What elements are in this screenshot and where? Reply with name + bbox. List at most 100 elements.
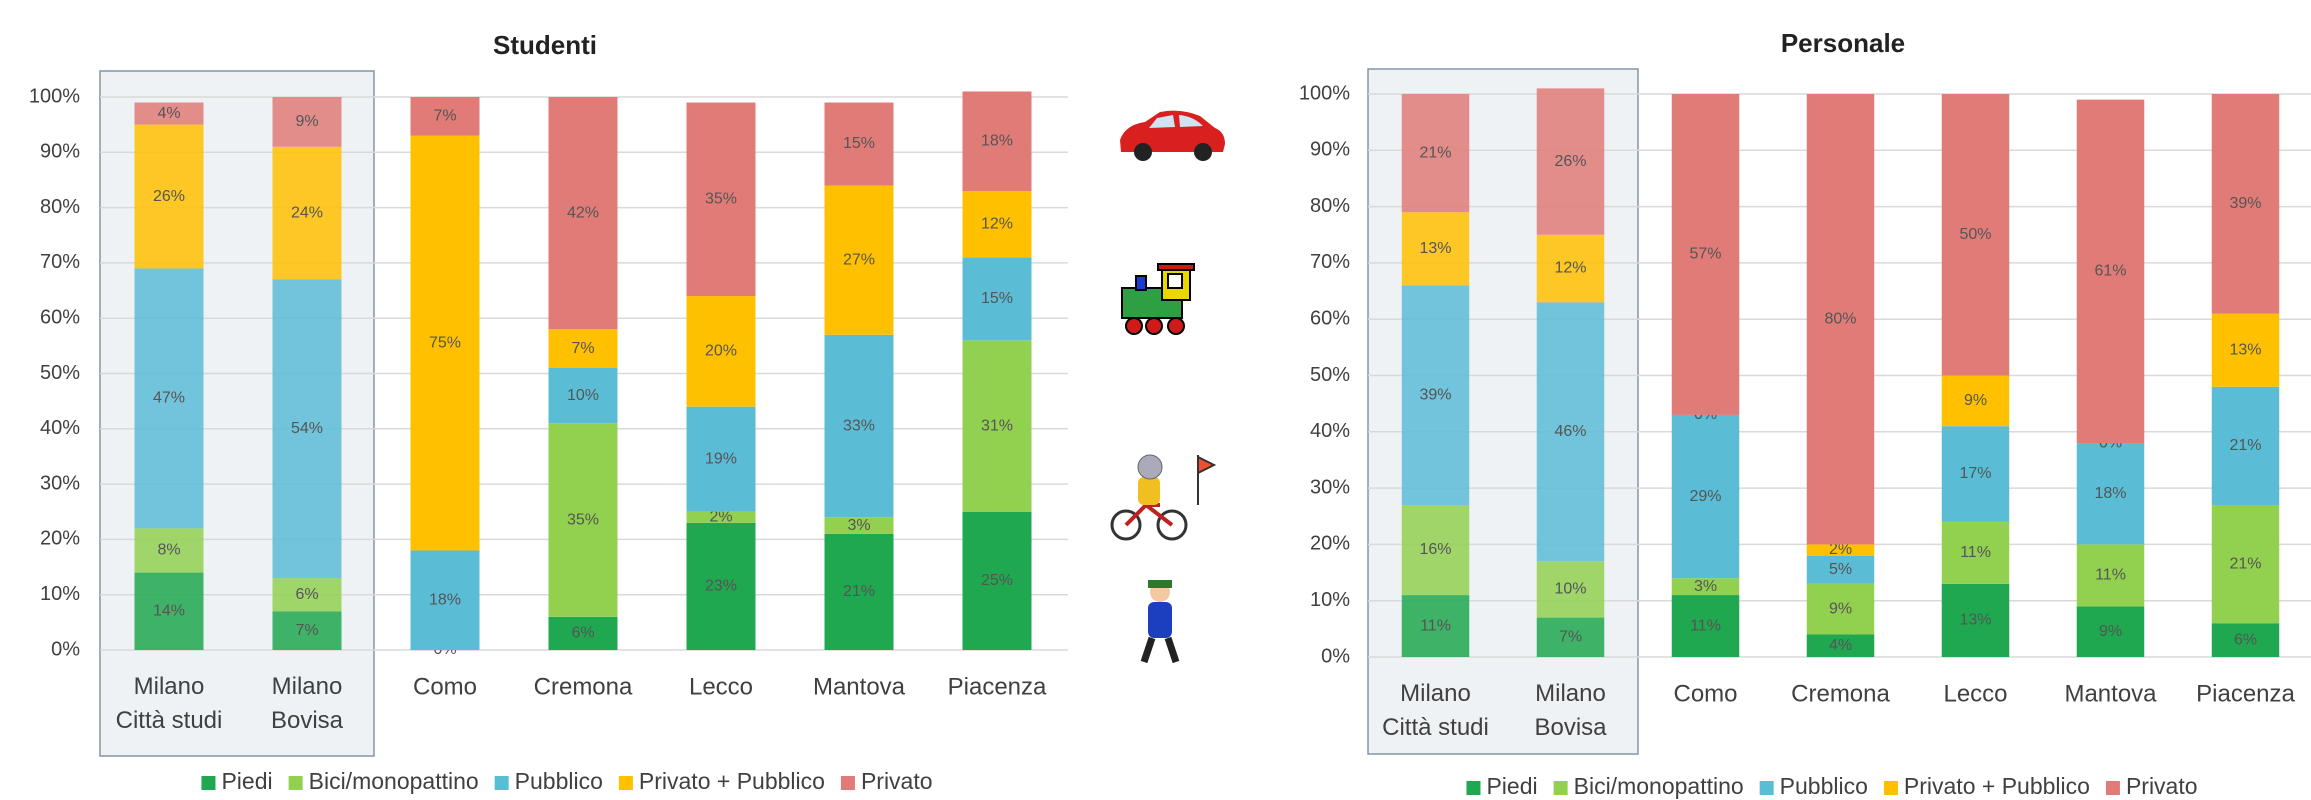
legend-swatch xyxy=(288,776,303,790)
bar-segment xyxy=(1941,375,2010,427)
y-tick-label: 30% xyxy=(40,472,80,494)
bar-segment xyxy=(1536,88,1605,235)
y-tick-label: 0% xyxy=(1321,645,1350,667)
x-tick-label: Lecco xyxy=(689,673,753,700)
data-label: 21% xyxy=(1419,144,1451,161)
bar-segment xyxy=(134,572,204,650)
y-tick-label: 60% xyxy=(40,306,80,328)
legend-swatch xyxy=(618,776,633,790)
y-tick-label: 50% xyxy=(1310,364,1350,386)
y-tick-label: 40% xyxy=(40,417,80,439)
bar-segment xyxy=(410,550,480,650)
bar-segment xyxy=(962,340,1032,512)
walker-icon xyxy=(1140,580,1180,664)
bar-segment xyxy=(272,146,342,280)
data-label: 33% xyxy=(843,417,875,434)
bar-segment xyxy=(1671,578,1740,596)
bar-segment xyxy=(1401,504,1470,596)
legend-swatch xyxy=(2105,781,2120,795)
data-label: 11% xyxy=(1960,544,1991,561)
bike-icon xyxy=(1110,454,1217,541)
data-label: 3% xyxy=(1694,578,1717,595)
chart-title: Studenti xyxy=(493,30,597,60)
bar-segment xyxy=(2076,443,2145,545)
bar-segment xyxy=(134,528,204,573)
bar-segment xyxy=(272,97,342,147)
bar-segment xyxy=(2211,504,2280,624)
y-tick-label: 60% xyxy=(1310,307,1350,329)
x-tick-label: Milano Bovisa xyxy=(271,673,344,734)
data-label: 11% xyxy=(2095,567,2126,584)
bar-segment xyxy=(962,511,1032,650)
data-label: 4% xyxy=(1829,637,1852,654)
legend-label: Privato xyxy=(861,768,933,794)
data-label: 8% xyxy=(157,542,180,559)
y-tick-label: 70% xyxy=(40,251,80,273)
y-tick-label: 100% xyxy=(1299,82,1350,104)
icons xyxy=(1110,110,1225,664)
data-label: 47% xyxy=(153,390,185,407)
x-tick-label: Cremona xyxy=(1791,680,1890,707)
y-tick-label: 0% xyxy=(51,638,80,660)
y-tick-label: 100% xyxy=(29,85,80,107)
data-label: 35% xyxy=(567,511,599,528)
bar-segment xyxy=(686,522,756,650)
bar-segment xyxy=(1806,544,1875,556)
bar-segment xyxy=(548,329,618,368)
legend: Piedi Bici/monopattino Pubblico Privato + P… xyxy=(1466,773,2198,799)
data-label: 18% xyxy=(429,591,461,608)
data-label: 35% xyxy=(705,191,737,208)
bar-segment xyxy=(824,102,894,186)
y-tick-label: 40% xyxy=(1310,420,1350,442)
bar-segment xyxy=(686,511,756,523)
data-label: 7% xyxy=(1559,629,1582,646)
bar-segment xyxy=(824,517,894,534)
x-tick-label: Como xyxy=(413,673,477,700)
legend: Piedi Bici/monopattino Pubblico Privato + P… xyxy=(201,768,933,794)
legend-label: Bici/monopattino xyxy=(309,768,479,794)
bar-segment xyxy=(2076,544,2145,607)
data-label: 2% xyxy=(709,508,732,525)
bar-segment xyxy=(134,268,204,529)
data-label: 20% xyxy=(705,343,737,360)
bar-segment xyxy=(824,533,894,650)
data-label: 13% xyxy=(1959,612,1991,629)
bar-segment xyxy=(1536,302,1605,562)
bar-segment xyxy=(1806,634,1875,657)
data-label: 11% xyxy=(1690,617,1721,634)
bar-segment xyxy=(134,124,204,269)
data-label: 61% xyxy=(2094,263,2126,280)
data-label: 27% xyxy=(843,251,875,268)
bar-segment xyxy=(686,102,756,297)
data-label: 75% xyxy=(429,334,461,351)
y-tick-label: 10% xyxy=(1310,589,1350,611)
bar-segment xyxy=(1806,583,1875,635)
x-tick-label: Milano Bovisa xyxy=(1534,680,1607,741)
bar-segment xyxy=(272,279,342,579)
bar-segment xyxy=(2211,94,2280,314)
data-label: 6% xyxy=(295,586,318,603)
x-tick-label: Milano Città studi xyxy=(1382,680,1489,741)
bar-segment xyxy=(548,97,618,330)
bar-segment xyxy=(272,578,342,612)
data-label: 21% xyxy=(2229,555,2261,572)
x-tick-label: Lecco xyxy=(1943,680,2007,707)
data-label: 42% xyxy=(567,204,599,221)
data-label: 16% xyxy=(1419,541,1451,558)
data-label: 21% xyxy=(2229,437,2261,454)
y-tick-label: 70% xyxy=(1310,251,1350,273)
data-label: 9% xyxy=(1964,392,1987,409)
data-label: 3% xyxy=(847,517,870,534)
chart-title: Personale xyxy=(1781,28,1905,58)
legend-label: Piedi xyxy=(221,768,272,794)
data-label: 6% xyxy=(571,625,594,642)
bar-segment xyxy=(1941,426,2010,522)
bar-segment xyxy=(410,97,480,136)
data-label: 39% xyxy=(1419,386,1451,403)
legend-swatch xyxy=(1759,781,1774,795)
legend-swatch xyxy=(1553,781,1568,795)
y-tick-label: 90% xyxy=(40,141,80,163)
y-tick-label: 20% xyxy=(40,528,80,550)
data-label: 9% xyxy=(2099,623,2122,640)
bar-segment xyxy=(548,423,618,617)
